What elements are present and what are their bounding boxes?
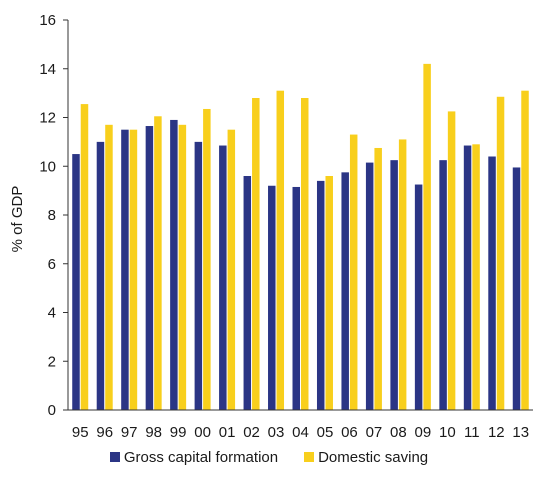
x-tick-label: 11 — [464, 424, 480, 440]
y-tick-label: 6 — [48, 256, 56, 273]
bar-gross-capital-formation — [488, 156, 496, 410]
bar-gross-capital-formation — [463, 145, 472, 410]
x-tick-label: 05 — [317, 424, 334, 440]
bar-domestic-saving — [398, 139, 407, 410]
x-tick-label: 97 — [121, 424, 138, 440]
bar-domestic-saving — [496, 96, 505, 410]
bar-gross-capital-formation — [219, 145, 227, 410]
bar-domestic-saving — [129, 129, 138, 410]
y-tick-label: 14 — [39, 61, 56, 78]
bar-domestic-saving — [301, 98, 309, 410]
legend: Gross capital formation Domestic saving — [0, 445, 538, 469]
bar-gross-capital-formation — [439, 160, 447, 410]
bar-domestic-saving — [203, 108, 211, 410]
y-axis-label: % of GDP — [9, 186, 26, 253]
bar-domestic-saving — [154, 116, 162, 410]
bar-gross-capital-formation — [316, 180, 325, 410]
bar-gross-capital-formation — [243, 176, 252, 410]
bar-domestic-saving — [105, 124, 113, 410]
bar-domestic-saving — [374, 147, 382, 410]
x-tick-label: 12 — [488, 424, 505, 440]
x-tick-label: 95 — [72, 424, 89, 440]
bar-gross-capital-formation — [121, 129, 129, 410]
x-tick-label: 07 — [366, 424, 383, 440]
legend-swatch-domestic-saving — [304, 452, 315, 462]
y-tick-label: 4 — [48, 305, 56, 322]
bar-gross-capital-formation — [512, 167, 521, 410]
legend-label-domestic-saving: Domestic saving — [318, 448, 429, 466]
bar-domestic-saving — [227, 129, 236, 410]
bar-domestic-saving — [472, 144, 480, 410]
x-tick-label: 96 — [96, 424, 113, 440]
x-tick-label: 02 — [243, 424, 260, 440]
y-tick-label: 0 — [48, 402, 56, 419]
x-tick-label: 00 — [194, 424, 211, 440]
x-tick-label: 10 — [439, 424, 456, 440]
legend-swatch-gross-capital-formation — [109, 452, 120, 462]
bar-gross-capital-formation — [268, 185, 276, 410]
bar-domestic-saving — [325, 176, 333, 410]
bar-gross-capital-formation — [390, 160, 398, 410]
bar-domestic-saving — [178, 124, 187, 410]
x-tick-label: 01 — [219, 424, 236, 440]
bar-domestic-saving — [521, 90, 529, 410]
x-tick-label: 04 — [292, 424, 309, 440]
y-tick-label: 10 — [39, 158, 56, 175]
bar-domestic-saving — [80, 104, 89, 410]
y-tick-label: 12 — [39, 110, 56, 127]
y-tick-label: 16 — [39, 12, 56, 29]
bar-gross-capital-formation — [341, 172, 349, 410]
bar-domestic-saving — [447, 111, 456, 410]
bar-gross-capital-formation — [292, 186, 300, 410]
legend-item-domestic-saving: Domestic saving — [304, 449, 428, 466]
x-tick-label: 08 — [390, 424, 407, 440]
y-tick-label: 8 — [48, 207, 56, 224]
bar-gross-capital-formation — [365, 162, 374, 410]
bar-domestic-saving — [252, 98, 260, 410]
y-tick-label: 2 — [48, 353, 56, 370]
x-tick-label: 09 — [415, 424, 432, 440]
legend-label-gross-capital-formation: Gross capital formation — [123, 448, 279, 466]
bar-gross-capital-formation — [414, 184, 423, 410]
x-tick-label: 99 — [170, 424, 187, 440]
y-axis-ticks: 0 2 4 6 8 10 12 14 16 — [39, 12, 68, 419]
bar-gross-capital-formation — [72, 154, 80, 410]
bar-domestic-saving — [276, 90, 285, 410]
bars — [72, 63, 529, 410]
bar-domestic-saving — [423, 63, 431, 410]
x-tick-label: 03 — [268, 424, 285, 440]
bar-gross-capital-formation — [170, 119, 178, 410]
bar-gross-capital-formation — [145, 126, 154, 410]
x-tick-label: 13 — [512, 424, 529, 440]
x-axis-ticks: 95 96 97 98 99 00 01 02 03 04 05 06 07 08 09 10 11 12 13 — [72, 424, 529, 440]
bar-domestic-saving — [349, 134, 358, 410]
bar-gross-capital-formation — [96, 141, 105, 410]
bar-gross-capital-formation — [194, 141, 203, 410]
x-tick-label: 06 — [341, 424, 358, 440]
legend-item-gross-capital-formation: Gross capital formation — [109, 448, 279, 466]
x-tick-label: 98 — [145, 424, 162, 440]
